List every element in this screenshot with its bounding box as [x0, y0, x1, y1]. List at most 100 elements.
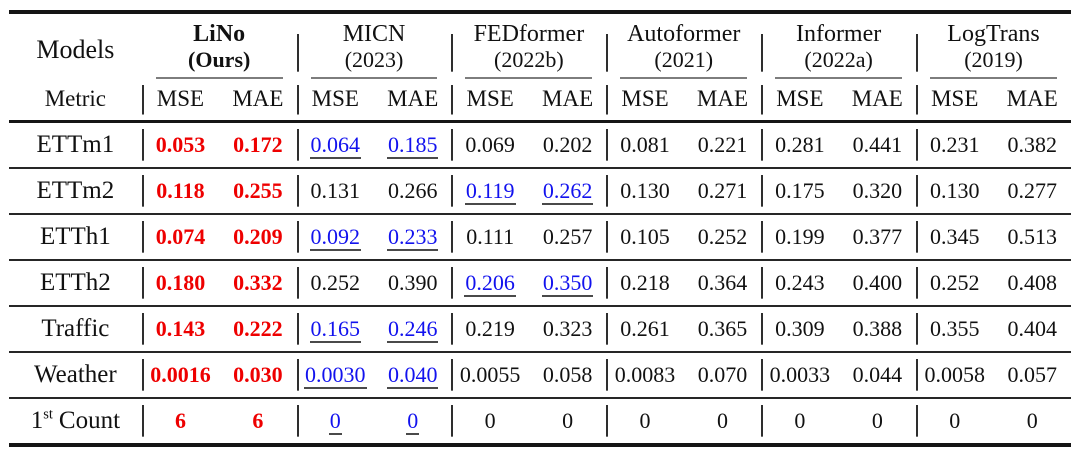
metric-value: 0.243	[775, 270, 825, 296]
row-label: ETTm2	[36, 177, 115, 205]
metric-value: 0.252	[929, 270, 980, 296]
models-corner-label: Models	[36, 35, 115, 65]
metric-value: 0.0033	[769, 362, 831, 388]
metric-value: 0.092	[309, 224, 362, 251]
value-cell: 0	[451, 398, 529, 446]
metric-value: 0.044	[852, 362, 903, 388]
value-cell: 0.277	[993, 168, 1071, 214]
value-cell: 0.404	[993, 306, 1071, 352]
metric-value: 0.404	[1007, 316, 1057, 342]
metric-value: 0.0055	[459, 362, 521, 388]
metric-value: 0.175	[775, 178, 825, 204]
row-label: Traffic	[41, 315, 110, 343]
metric-value: 0.231	[929, 132, 980, 158]
value-cell: 0.185	[374, 122, 451, 169]
metric-value: 0.350	[541, 270, 594, 297]
metric-value: 0	[949, 408, 961, 434]
value-cell: 0.332	[219, 260, 296, 306]
metric-value: 0.131	[310, 178, 361, 204]
value-cell: 0.0016	[141, 352, 220, 399]
value-cell: 0.040	[374, 352, 451, 398]
value-cell: 0.218	[606, 260, 684, 307]
value-cell: 0.365	[684, 306, 761, 352]
model-year: (2023)	[344, 46, 404, 72]
metric-value: 0.105	[620, 224, 670, 250]
metric-value: 0.058	[542, 362, 593, 388]
metric-value: 0.185	[386, 132, 439, 159]
metric-value: 0	[716, 408, 728, 434]
value-cell: 0.105	[606, 214, 684, 261]
metric-value: 0.172	[233, 132, 283, 158]
metric-value: 0.074	[155, 224, 206, 250]
metric-header-mae: MAE	[1006, 86, 1058, 112]
row-label: 1st Count	[30, 406, 121, 435]
group-underline	[930, 77, 1057, 80]
value-cell: 0.233	[374, 214, 451, 260]
model-year: (Ours)	[188, 46, 251, 72]
metric-value: 0.382	[1007, 132, 1057, 158]
value-cell: 0.030	[219, 352, 296, 398]
metric-header-row: Metric MSE MAE MSE MAE MSE MAE MSE MAE M…	[9, 79, 1071, 122]
metric-value: 6	[252, 408, 264, 434]
value-cell: 0.441	[839, 122, 916, 169]
value-cell: 0.271	[684, 168, 761, 214]
metric-header-mse: MSE	[606, 79, 684, 122]
value-cell: 0	[529, 398, 606, 445]
table-row: ETTh2 0.180 0.332 0.252 0.390 0.206 0.350 0.218…	[9, 260, 1071, 307]
value-cell: 0.400	[839, 260, 916, 306]
metric-header-mse: MSE	[761, 79, 839, 122]
value-cell: 0.281	[761, 121, 839, 169]
value-cell: 0	[606, 398, 684, 446]
metric-value: 0.040	[386, 362, 439, 389]
value-cell: 0.165	[296, 306, 375, 353]
metric-value: 0.355	[929, 316, 980, 342]
metric-value: 0.202	[542, 132, 593, 158]
model-header-row: Models LiNo (Ours) MICN (2023) FEDformer…	[9, 12, 1071, 80]
metric-value: 0.281	[775, 132, 825, 158]
metric-value: 0.277	[1007, 178, 1057, 204]
value-cell: 0.130	[606, 168, 684, 215]
metric-value: 0.180	[155, 270, 206, 296]
value-cell: 0.266	[374, 168, 451, 214]
value-cell: 0.070	[684, 352, 761, 398]
value-cell: 0.323	[529, 306, 606, 352]
value-cell: 0	[761, 398, 839, 446]
model-group-informer: Informer (2022a)	[761, 12, 917, 80]
metric-value: 0.222	[233, 316, 283, 342]
metric-value: 0.119	[464, 178, 516, 205]
table-row: 1st Count 6 6 0 0 0 0 0 0 0 0 0 0	[9, 398, 1071, 446]
value-cell: 0.202	[529, 122, 606, 169]
metric-value: 0.218	[620, 270, 670, 296]
value-cell: 0	[839, 398, 916, 445]
metric-header-mae: MAE	[387, 86, 439, 112]
value-cell: 0.355	[916, 306, 994, 353]
value-cell: 0.231	[916, 121, 994, 169]
table-row: Traffic 0.143 0.222 0.165 0.246 0.219 0.323 0.2…	[9, 306, 1071, 353]
value-cell: 0.044	[839, 352, 916, 398]
row-label: ETTh1	[39, 223, 111, 251]
metric-value: 0.271	[697, 178, 748, 204]
model-name: MICN	[342, 21, 406, 47]
metric-value: 0.252	[697, 224, 748, 250]
value-cell: 0.252	[916, 260, 994, 307]
metric-header-mse: MSE	[296, 79, 375, 122]
metric-value: 0.257	[542, 224, 593, 250]
metric-value: 0.219	[465, 316, 515, 342]
metric-value: 0.0058	[924, 362, 985, 388]
value-cell: 0.111	[451, 214, 529, 261]
metric-value: 0.388	[852, 316, 903, 342]
model-group-lino: LiNo (Ours)	[142, 12, 297, 80]
metric-value: 0.255	[233, 178, 283, 204]
metric-value: 0.390	[387, 270, 438, 296]
value-cell: 0.058	[529, 352, 606, 398]
value-cell: 0.261	[606, 306, 684, 353]
table-row: ETTm2 0.118 0.255 0.131 0.266 0.119 0.262 0.130…	[9, 168, 1071, 215]
metric-value: 0	[484, 408, 496, 434]
value-cell: 0.262	[529, 168, 606, 214]
table-row: Weather 0.0016 0.030 0.0030 0.040 0.0055 0.058…	[9, 352, 1071, 399]
value-cell: 0.246	[374, 306, 451, 352]
model-group-fedformer: FEDformer (2022b)	[451, 12, 607, 80]
metric-value: 0.320	[852, 178, 903, 204]
value-cell: 0	[916, 398, 994, 446]
metric-value: 0.408	[1007, 270, 1057, 296]
